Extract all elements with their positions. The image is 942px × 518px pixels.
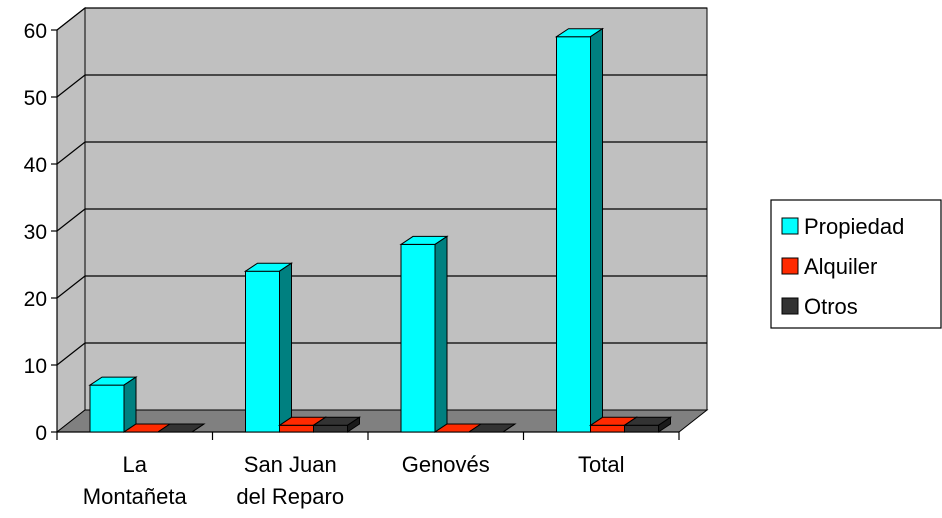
category-label: San Juan del Reparo <box>236 452 344 509</box>
y-tick-label: 10 <box>24 355 47 378</box>
bar-side <box>191 423 205 433</box>
y-tick-label: 20 <box>24 288 47 311</box>
y-tick-label: 40 <box>24 154 47 177</box>
category-labels: La Montañeta San Juan del Reparo Genovés Tota… <box>83 452 625 509</box>
legend: Propiedad Alquiler Otros <box>770 199 942 329</box>
legend-swatch <box>781 297 799 315</box>
chart-walls <box>55 6 709 434</box>
y-tick-label: 60 <box>24 20 47 43</box>
legend-label: Propiedad <box>804 214 904 239</box>
legend-label: Otros <box>804 294 858 319</box>
bar-side <box>279 262 292 433</box>
bar-side <box>502 423 516 433</box>
bar-side <box>590 27 603 433</box>
bar-front <box>590 424 625 433</box>
y-tick-label: 50 <box>24 87 47 110</box>
bar-front <box>624 424 659 433</box>
gridline <box>56 342 707 366</box>
y-tick-labels: 0 10 20 30 40 50 60 <box>24 20 47 445</box>
legend-label: Alquiler <box>804 254 877 279</box>
gridline <box>56 275 707 299</box>
bar-side <box>123 376 137 433</box>
category-label: Total <box>578 452 624 477</box>
bars <box>88 27 673 433</box>
bar-side <box>347 416 360 433</box>
bar-front <box>279 424 314 433</box>
y-tick-label: 30 <box>24 221 47 244</box>
bar-front <box>400 243 436 433</box>
y-tick-label: 0 <box>35 422 47 445</box>
bar-front <box>556 36 591 433</box>
bar-front <box>245 270 280 433</box>
gridlines <box>56 7 707 366</box>
bar-front <box>89 384 125 433</box>
category-label: La Montañeta <box>83 452 188 509</box>
legend-box <box>770 199 942 329</box>
legend-swatch <box>781 217 799 235</box>
bar-side <box>658 416 671 433</box>
bar-side <box>434 235 448 433</box>
gridline <box>56 74 707 98</box>
legend-swatch <box>781 257 799 275</box>
bar-front <box>313 424 348 433</box>
gridline <box>56 7 707 31</box>
gridline <box>56 141 707 165</box>
gridline <box>56 208 707 232</box>
category-label: Genovés <box>402 452 490 477</box>
